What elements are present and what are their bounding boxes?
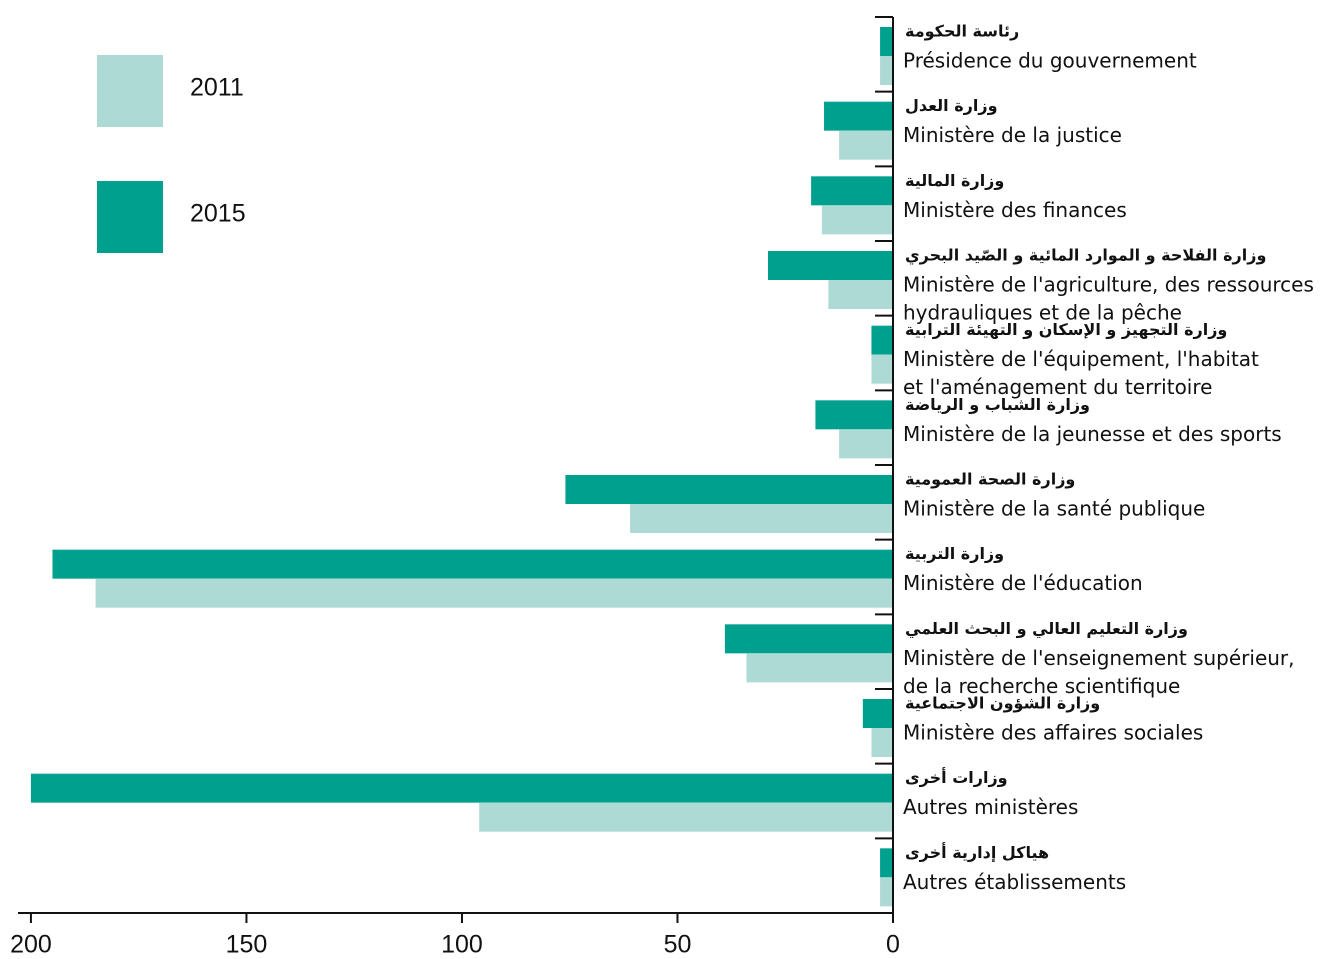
bar <box>839 130 893 160</box>
bar <box>871 354 893 384</box>
bar <box>811 176 893 206</box>
bar <box>815 400 893 430</box>
category-label-ar: وزارة المالية <box>905 171 1004 190</box>
bar <box>880 56 893 85</box>
category-label-ar: وزارة الشؤون الاجتماعية <box>905 694 1100 713</box>
legend-swatch <box>97 181 163 253</box>
bar <box>871 325 893 355</box>
category-label: Ministère des finances <box>903 198 1127 222</box>
x-tick-label: 50 <box>664 931 692 959</box>
x-tick-label: 0 <box>886 931 900 959</box>
x-tick-label: 100 <box>441 931 483 959</box>
category-label-ar: وزارات أخرى <box>905 767 1008 787</box>
bar <box>821 205 893 235</box>
bar <box>839 429 893 459</box>
category-label: de la recherche scientifique <box>903 674 1180 698</box>
bar <box>479 802 893 832</box>
legend-label: 2015 <box>190 200 246 228</box>
category-label: Ministère de l'agriculture, des ressourc… <box>903 273 1314 297</box>
bar <box>871 728 893 757</box>
category-label-ar: وزارة التربية <box>905 544 1004 563</box>
category-label-ar: وزارة الصحة العمومية <box>905 470 1075 489</box>
category-label-ar: وزارة التجهيز و الإسكان و التهيئة التراب… <box>905 320 1227 339</box>
bar <box>828 280 893 309</box>
bar <box>52 549 893 579</box>
category-label: Autres ministères <box>903 795 1078 819</box>
category-label: Ministère de la santé publique <box>903 497 1205 521</box>
category-label: Ministère de l'éducation <box>903 571 1143 595</box>
category-label: Ministère de l'enseignement supérieur, <box>903 646 1295 670</box>
category-label-ar: رئاسة الحكومة <box>905 22 1019 41</box>
category-label: hydrauliques et de la pêche <box>903 301 1182 325</box>
bar <box>724 624 893 654</box>
category-label: Autres établissements <box>903 870 1126 894</box>
bar <box>768 251 893 280</box>
category-label-ar: وزارة الفلاحة و الموارد المائية و الصّيد… <box>905 246 1266 266</box>
bar <box>880 848 893 878</box>
category-label-ar: وزارة العدل <box>905 96 998 115</box>
category-label: Ministère de l'équipement, l'habitat <box>903 347 1259 371</box>
category-label-ar: وزارة التعليم العالي و البحث العلمي <box>905 619 1188 639</box>
bar <box>862 699 893 728</box>
category-label: et l'aménagement du territoire <box>903 375 1212 399</box>
bar <box>30 773 894 803</box>
category-label: Ministère de la justice <box>903 123 1122 147</box>
bar <box>95 578 894 608</box>
bar <box>565 475 893 504</box>
legend-swatch <box>97 55 163 127</box>
x-tick-label: 200 <box>10 931 52 959</box>
category-label: Présidence du gouvernement <box>903 49 1197 73</box>
legend-label: 2011 <box>190 74 244 102</box>
category-label-ar: هياكل إدارية أخرى <box>905 842 1049 862</box>
category-label-ar: وزارة الشباب و الرياضة <box>905 395 1090 414</box>
bar <box>880 877 893 907</box>
bar <box>880 27 893 56</box>
bar <box>746 653 893 683</box>
bar <box>630 504 893 533</box>
category-label: Ministère de la jeunesse et des sports <box>903 422 1282 446</box>
bar <box>824 101 893 131</box>
x-tick-label: 150 <box>226 931 268 959</box>
category-label: Ministère des affaires sociales <box>903 721 1203 745</box>
